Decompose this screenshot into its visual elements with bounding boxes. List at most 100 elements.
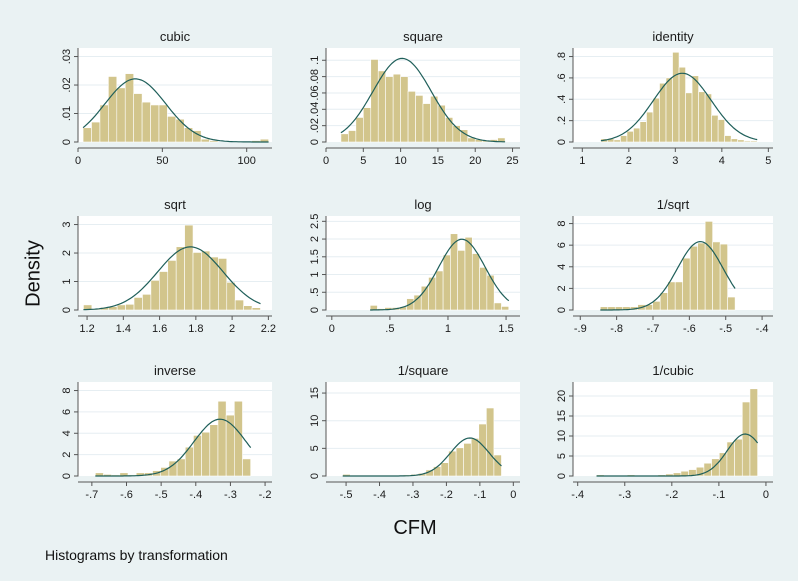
histogram-bar	[724, 135, 732, 143]
density-curve	[340, 57, 506, 143]
x-tick-label: 4	[719, 155, 725, 167]
histogram-panel: 0 5 10 15 -.5 -.4 -.3 -.2 -.1 0 1/square	[309, 363, 520, 501]
histogram-bar	[652, 97, 660, 143]
histogram-bar	[133, 93, 143, 143]
histogram-bar	[479, 267, 488, 311]
x-tick-label: -.4	[756, 323, 769, 335]
y-tick-label: 20	[556, 390, 568, 402]
histogram-bar	[242, 458, 251, 477]
x-tick-label: -.4	[373, 489, 386, 501]
x-tick-label: 1	[445, 323, 451, 335]
y-tick-label: 10	[309, 415, 321, 427]
histogram-bar	[674, 281, 683, 311]
density-curve	[342, 437, 502, 477]
histogram-bar	[167, 116, 177, 143]
y-tick-label: 4	[61, 430, 73, 436]
histogram-bar	[749, 388, 758, 477]
panel-title: square	[403, 29, 443, 44]
y-tick-label: .06	[309, 85, 321, 100]
histogram-bar	[124, 73, 134, 143]
histogram-bar	[470, 438, 480, 477]
histogram-bar	[201, 431, 211, 477]
histogram-bar	[422, 103, 431, 143]
y-tick-label: 0	[556, 139, 568, 145]
y-tick-label: .4	[556, 95, 568, 104]
y-tick-label: .04	[309, 102, 321, 117]
histogram-bar	[91, 121, 101, 143]
x-tick-label: 1.4	[116, 323, 131, 335]
y-tick-label: 8	[556, 221, 568, 227]
histogram-bar	[448, 450, 457, 477]
histogram-bar	[159, 271, 169, 311]
histogram-bar	[672, 51, 680, 143]
x-tick-label: -.1	[712, 489, 725, 501]
y-tick-label: .01	[61, 106, 73, 121]
histogram-bar	[678, 66, 686, 143]
histogram-bar	[150, 104, 160, 143]
y-tick-label: .8	[556, 52, 568, 61]
histogram-bar	[407, 91, 416, 143]
histogram-bar	[150, 280, 160, 311]
panel-title: sqrt	[164, 197, 186, 212]
histogram-bar	[730, 138, 738, 143]
histogram-bar	[251, 307, 261, 311]
histogram-bar	[340, 133, 349, 143]
x-tick-label: -.5	[719, 323, 732, 335]
x-tick-label: 50	[156, 155, 168, 167]
x-tick-label: -.4	[189, 489, 202, 501]
histogram-panel: 0 .02.04 .06.08 .1 0 5 10 15 20 25 square	[309, 29, 520, 167]
y-tick-label: 2	[61, 250, 73, 256]
x-tick-label: 2	[626, 155, 632, 167]
histogram-bar	[234, 299, 244, 311]
x-tick-label: 0	[763, 489, 769, 501]
y-tick-label: 0	[61, 307, 73, 313]
histogram-bar	[133, 297, 143, 311]
histogram-bar	[435, 270, 444, 311]
y-tick-label: 2	[556, 285, 568, 291]
x-tick-label: 100	[238, 155, 256, 167]
y-tick-label: .03	[61, 49, 73, 64]
histogram-bar	[385, 76, 394, 143]
x-tick-label: 1.8	[188, 323, 203, 335]
y-tick-label: 0	[309, 307, 321, 313]
density-curve	[95, 418, 252, 477]
x-tick-label: 2	[229, 323, 235, 335]
histogram-bar	[243, 305, 253, 311]
x-tick-label: 0	[329, 323, 335, 335]
y-tick-label: 6	[61, 409, 73, 415]
histogram-bar	[743, 140, 751, 143]
y-tick-label: .5	[309, 288, 321, 297]
x-tick-label: -.3	[618, 489, 631, 501]
density-curve	[83, 246, 261, 311]
histogram-bar	[501, 306, 510, 311]
histogram-bar	[217, 400, 227, 477]
histogram-bar	[400, 76, 409, 143]
x-tick-label: -.2	[259, 489, 272, 501]
histogram-bar	[486, 274, 495, 311]
histogram-bar	[176, 458, 186, 477]
x-tick-label: 3	[672, 155, 678, 167]
x-axis-label: CFM	[393, 517, 437, 539]
y-tick-label: 6	[556, 242, 568, 248]
x-tick-label: -.9	[574, 323, 587, 335]
histogram-bar	[175, 118, 185, 143]
x-tick-label: 1.2	[79, 323, 94, 335]
histogram-bar	[639, 121, 647, 143]
histogram-panel: 0 .2 .4 .6 .8 1 2 3 4 5 identity	[556, 29, 773, 167]
histogram-bar	[142, 294, 152, 311]
histogram-bar	[82, 127, 92, 143]
x-tick-label: 0	[323, 155, 329, 167]
density-curve	[600, 240, 736, 311]
x-tick-label: 0	[510, 489, 516, 501]
histogram-bar	[478, 423, 487, 477]
x-tick-label: -.2	[665, 489, 678, 501]
y-tick-label: 5	[309, 445, 321, 451]
histogram-panel: 0 .5 1 1.5 2 2.5 0 .5 1 1.5 log	[309, 197, 520, 335]
histogram-bar	[225, 414, 235, 477]
histogram-bar	[355, 117, 364, 143]
histogram-bar	[682, 257, 691, 311]
y-tick-label: 1.5	[309, 249, 321, 264]
y-tick-label: 0	[309, 473, 321, 479]
y-tick-label: 2.5	[309, 214, 321, 229]
